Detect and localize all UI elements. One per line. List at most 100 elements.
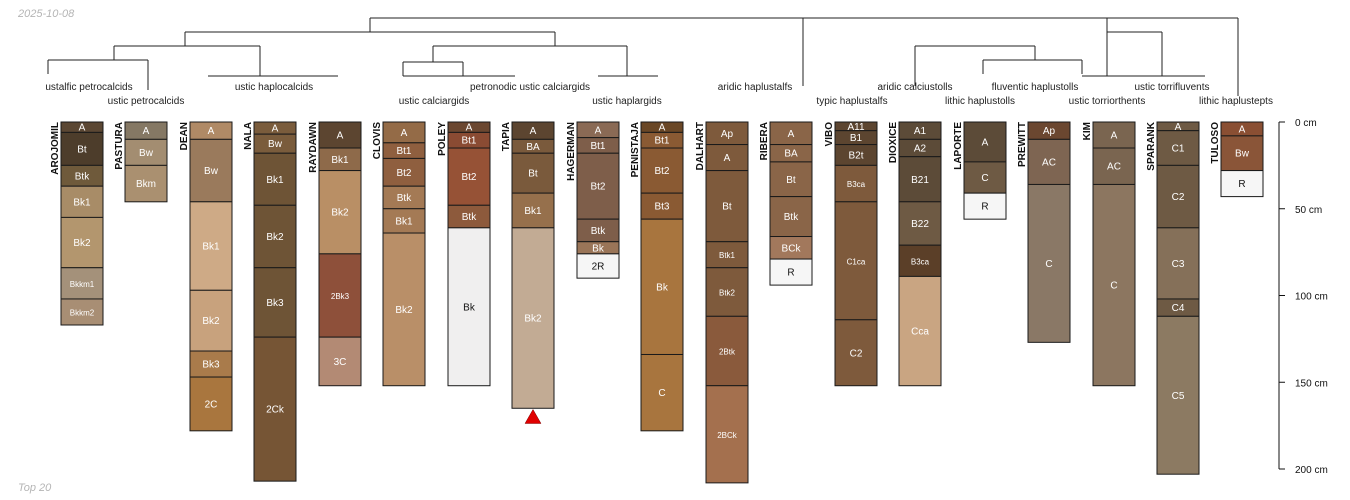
horizon-rect [963,192,1007,220]
taxon-label: ustic petrocalcids [108,96,185,107]
profile-name: CLOVIS [372,122,383,160]
taxon-label: ustic torrifluvents [1134,82,1209,93]
horizon-label: R [981,202,988,213]
taxon-label: ustalfic petrocalcids [45,82,132,93]
horizon-label: B22 [911,219,929,230]
horizon-label: A [143,126,150,137]
soil-profile: CLOVIS A Bt1 Bt2 Btk Bk1 Bk2 [372,121,426,387]
horizon-label: Bt [786,175,796,186]
horizon-rect [640,218,684,355]
horizon-label: Ap [721,129,734,140]
axis-tick-label: 50 cm [1295,205,1322,216]
horizon-rect [253,336,297,482]
horizon-label: Btk1 [719,251,736,260]
profile-name: RIBERA [759,122,770,160]
soil-profile: POLEY A Bt1 Bt2 Btk Bk [437,121,491,387]
markers [524,408,542,424]
horizon-label: B21 [911,175,929,186]
horizon-label: Bt1 [396,146,411,157]
horizon-label: Bt2 [396,168,411,179]
horizon-rect [124,164,168,203]
axis-tick-label: 0 cm [1295,118,1317,129]
horizon-label: Bk3 [266,298,284,309]
soil-profile: HAGERMAN A Bt1 Bt2 Btk Bk 2R [566,121,620,279]
horizon-label: B1 [850,133,863,144]
horizon-rect [576,253,620,279]
horizon-label: A [272,124,279,135]
profile-name: RAYDAWN [308,122,319,173]
horizon-label: Bt1 [590,141,605,152]
horizon-rect [511,192,555,229]
profile-name: DEAN [179,122,190,150]
horizon-label: C5 [1172,391,1185,402]
soil-profile: SPARANK A C1 C2 C3 C4 C5 [1146,121,1200,475]
horizon-label: A [401,128,408,139]
horizon-label: B2t [848,150,863,161]
horizon-label: Btk [462,212,477,223]
horizon-rect [705,170,749,243]
horizon-label: AC [1107,162,1121,173]
taxa-labels: ustalfic petrocalcids ustic petrocalcids… [45,82,1273,107]
horizon-rect [1027,138,1071,185]
horizon-label: Bk1 [202,242,220,253]
horizon-label: A11 [847,122,864,133]
horizon-label: Bk2 [266,232,284,243]
horizon-label: C2 [1172,192,1185,203]
horizon-label: A [724,153,731,164]
horizon-rect [1027,183,1071,343]
horizon-label: C1 [1172,144,1185,155]
horizon-rect [253,152,297,206]
taxon-label: aridic haplustalfs [718,82,792,93]
horizon-label: Bt1 [461,136,476,147]
profile-name: DALHART [695,122,706,170]
horizon-rect [769,196,813,238]
horizon-label: Bkm [136,179,156,190]
horizon-rect [318,121,362,149]
horizon-label: Bk [656,282,669,293]
soil-profile: RIBERA A BA Bt Btk BCk R [759,121,813,286]
horizon-label: A [1239,124,1246,135]
dendrogram [47,17,1239,96]
horizon-label: Bk3 [202,360,220,371]
profile-name: SPARANK [1146,121,1157,170]
profile-name: LAPORTE [953,122,964,170]
horizon-label: A2 [914,144,927,155]
horizon-rect [1156,315,1200,475]
soil-profile: NALA A Bw Bk1 Bk2 Bk3 2Ck [243,121,297,482]
horizon-label: 3C [334,357,347,368]
horizon-rect [705,267,749,317]
horizon-label: 2R [592,262,605,273]
horizon-label: A [208,126,215,137]
horizon-label: Btk2 [719,289,736,298]
horizon-label: Bw [204,166,219,177]
horizon-label: C [981,173,988,184]
horizon-rect [447,147,491,206]
soil-profile: RAYDAWN A Bk1 Bk2 2Bk3 3C [308,121,362,387]
horizon-label: Bk1 [331,155,349,166]
horizon-rect [705,385,749,484]
horizon-rect [189,350,233,378]
horizon-rect [834,319,878,387]
horizon-rect [382,157,426,187]
horizon-rect [898,156,942,203]
horizon-label: 2Ck [266,405,285,416]
horizon-rect [382,232,426,387]
horizon-label: Bk2 [524,314,542,325]
soil-profile: AROJOMIL A Bt Btk Bk1 Bk2 Bkkm1 Bkkm2 [50,121,104,326]
horizon-label: Bw [139,148,154,159]
horizon-label: Bw [1235,149,1250,160]
horizon-rect [318,336,362,387]
horizon-rect [640,353,684,432]
horizon-rect [576,152,620,220]
horizon-label: Bk1 [395,216,413,227]
horizon-rect [447,227,491,387]
soil-profile: TAPIA A BA Bt Bk1 Bk2 [501,121,555,409]
horizon-label: BA [784,149,798,160]
footer-label: Top 20 [18,482,52,494]
horizon-label: B3ca [847,180,866,189]
horizon-label: Bt2 [590,182,605,193]
horizon-rect [60,216,104,269]
horizon-label: Cca [911,327,929,338]
horizon-label: C4 [1172,303,1185,314]
